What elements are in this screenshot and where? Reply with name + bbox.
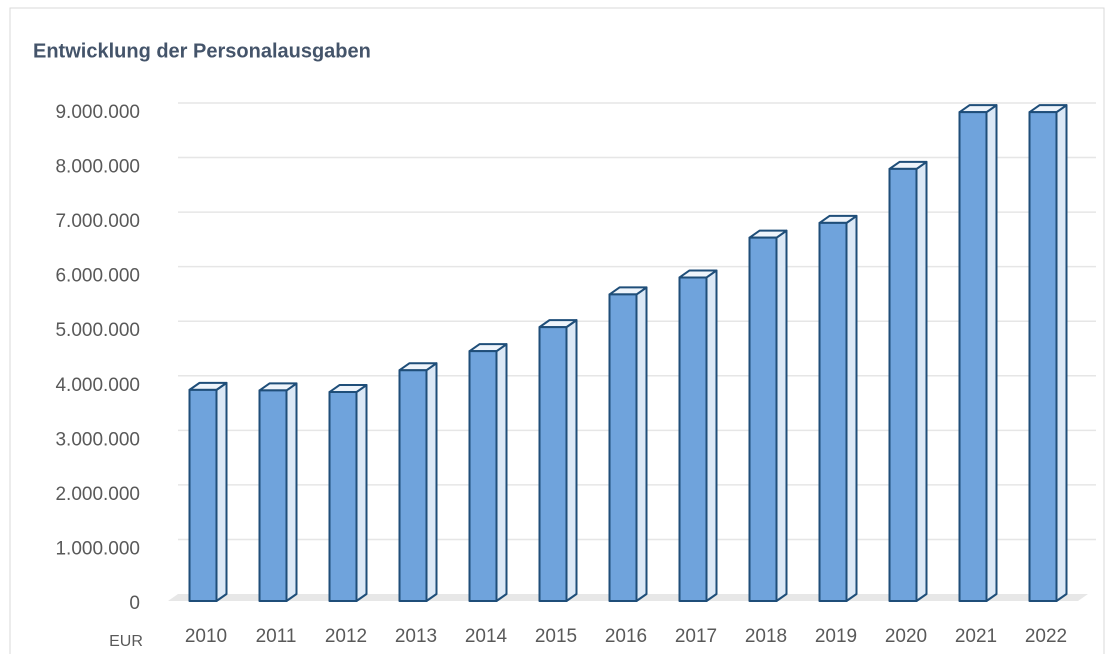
bar-side	[355, 384, 368, 602]
bar	[328, 384, 368, 602]
x-tick-label: 2012	[325, 626, 367, 647]
y-tick-label: 5.000.000	[55, 320, 140, 341]
bar-side	[495, 343, 508, 602]
bar	[398, 362, 438, 602]
x-tick-label: 2013	[395, 626, 437, 647]
bar-front	[468, 350, 498, 602]
x-tick-label: 2011	[256, 626, 297, 647]
bar-front	[538, 326, 568, 602]
bar-front	[748, 236, 778, 602]
x-tick-label: 2021	[955, 626, 997, 647]
bar-side	[635, 286, 648, 602]
bar	[818, 214, 858, 602]
x-tick-label: 2022	[1025, 626, 1067, 647]
bar-front	[1028, 111, 1058, 602]
bar-front	[258, 389, 288, 602]
bar-front	[678, 276, 708, 602]
bar-front	[608, 293, 638, 602]
x-tick-label: 2019	[815, 626, 857, 647]
bar-front	[328, 391, 358, 602]
bar	[888, 160, 928, 602]
bar-side	[425, 362, 438, 602]
y-tick-label: 3.000.000	[55, 429, 140, 450]
bar-side	[915, 160, 928, 602]
x-tick-label: 2020	[885, 626, 927, 647]
bar-front	[818, 221, 848, 602]
bar	[958, 104, 998, 602]
bar-side	[285, 382, 298, 602]
y-unit-label: EUR	[109, 633, 143, 650]
y-tick-label: 4.000.000	[55, 375, 140, 396]
bar-front	[888, 167, 918, 602]
bar-front	[188, 388, 218, 602]
x-tick-label: 2010	[185, 626, 227, 647]
y-tick-label: 9.000.000	[55, 102, 140, 123]
bar	[538, 319, 578, 602]
bar	[468, 343, 508, 602]
x-tick-label: 2017	[675, 626, 717, 647]
bar	[678, 269, 718, 602]
bar-side	[775, 229, 788, 602]
bar	[608, 286, 648, 602]
bar-front	[398, 369, 428, 602]
bar-side	[845, 214, 858, 602]
y-tick-label: 6.000.000	[55, 266, 140, 287]
y-tick-label: 0	[129, 593, 140, 614]
y-tick-label: 1.000.000	[55, 538, 140, 559]
bar	[1028, 104, 1068, 602]
y-tick-label: 8.000.000	[55, 157, 140, 178]
x-tick-label: 2015	[535, 626, 577, 647]
x-tick-label: 2014	[465, 626, 508, 647]
bar-side	[565, 319, 578, 602]
bar	[258, 382, 298, 602]
bar-side	[985, 104, 998, 602]
bar-front	[958, 111, 988, 602]
chart-title: Entwicklung der Personalausgaben	[33, 40, 371, 62]
bar-side	[215, 381, 228, 602]
bar-side	[705, 269, 718, 602]
y-tick-label: 2.000.000	[55, 484, 140, 505]
x-tick-label: 2018	[745, 626, 787, 647]
y-tick-label: 7.000.000	[55, 211, 140, 232]
bar	[188, 381, 228, 602]
bar	[748, 229, 788, 602]
x-tick-label: 2016	[605, 626, 647, 647]
bar-side	[1055, 104, 1068, 602]
